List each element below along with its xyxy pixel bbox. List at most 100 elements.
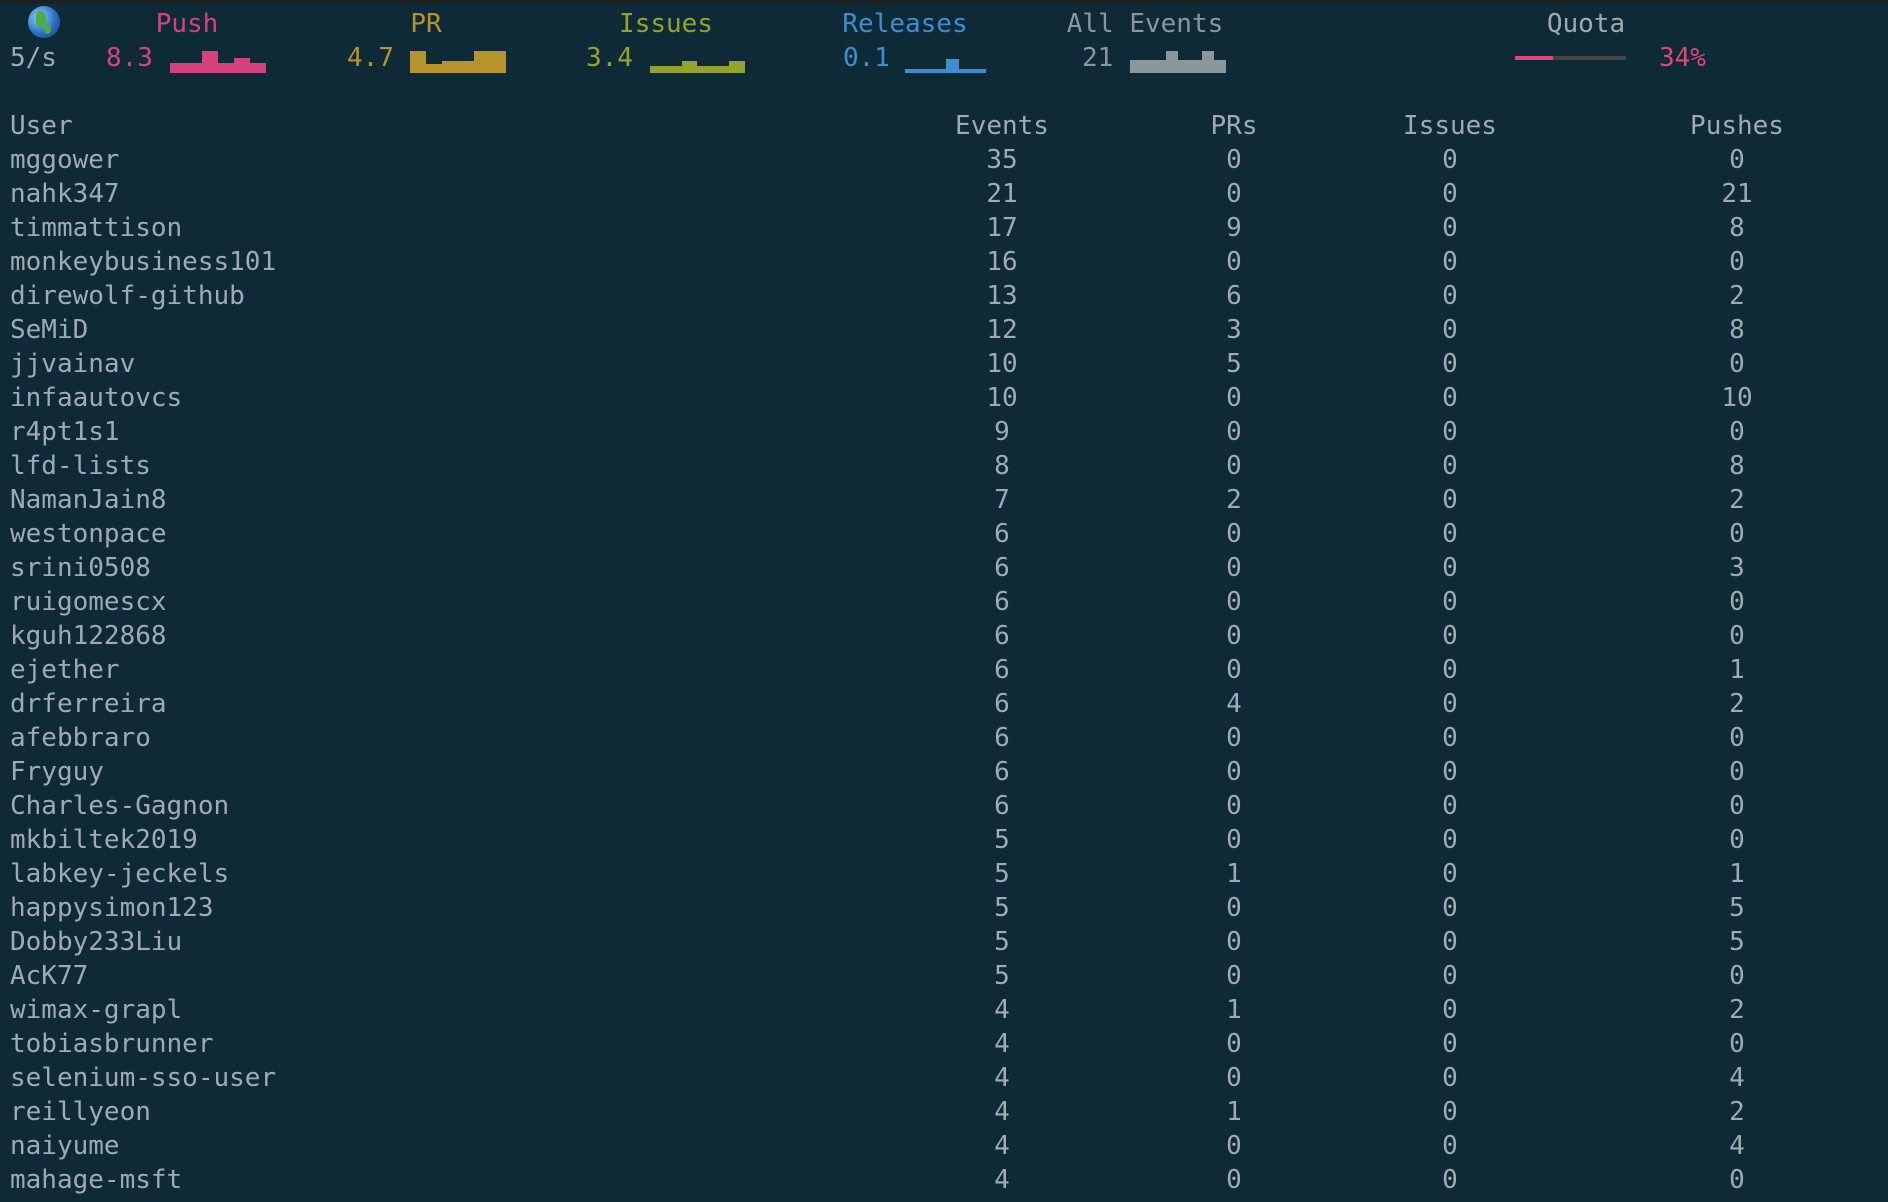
- cell-user: Dobby233Liu: [10, 927, 183, 957]
- cell-issues: 0: [1442, 383, 1458, 413]
- cell-issues: 0: [1442, 1063, 1458, 1093]
- sparkline-bar: [1202, 51, 1214, 73]
- sparkline-push: [170, 51, 266, 73]
- cell-user: lfd-lists: [10, 451, 151, 481]
- cell-issues: 0: [1442, 1029, 1458, 1059]
- cell-pushes: 0: [1729, 757, 1745, 787]
- cell-user: ejether: [10, 655, 120, 685]
- cell-events: 4: [994, 1165, 1010, 1195]
- cell-pushes: 2: [1729, 485, 1745, 515]
- sparkline-bar: [426, 64, 442, 73]
- stat-value-all-events: 21: [1082, 43, 1114, 73]
- cell-user: NamanJain8: [10, 485, 167, 515]
- cell-user: mahage-msft: [10, 1165, 183, 1195]
- cell-issues: 0: [1442, 723, 1458, 753]
- sparkline-bar: [905, 68, 919, 73]
- cell-events: 4: [994, 1131, 1010, 1161]
- cell-user: happysimon123: [10, 893, 214, 923]
- cell-pushes: 0: [1729, 791, 1745, 821]
- cell-pushes: 0: [1729, 587, 1745, 617]
- cell-pushes: 0: [1729, 349, 1745, 379]
- cell-issues: 0: [1442, 349, 1458, 379]
- cell-prs: 1: [1226, 1097, 1242, 1127]
- sparkline-bar: [490, 51, 506, 73]
- cell-events: 6: [994, 519, 1010, 549]
- cell-issues: 0: [1442, 145, 1458, 175]
- cell-pushes: 10: [1721, 383, 1753, 413]
- sparkline-bar: [713, 66, 730, 73]
- cell-issues: 0: [1442, 587, 1458, 617]
- cell-issues: 0: [1442, 1097, 1458, 1127]
- cell-events: 35: [986, 145, 1018, 175]
- cell-prs: 0: [1226, 1029, 1242, 1059]
- event-rate: 5/s: [10, 43, 57, 73]
- cell-user: SeMiD: [10, 315, 89, 345]
- window-top-border: [0, 0, 1888, 3]
- cell-prs: 0: [1226, 519, 1242, 549]
- stat-value-push: 8.3: [106, 43, 153, 73]
- cell-prs: 3: [1226, 315, 1242, 345]
- cell-pushes: 21: [1721, 179, 1753, 209]
- sparkline-bar: [218, 63, 234, 73]
- sparkline-bar: [1166, 51, 1178, 73]
- stat-value-pr: 4.7: [347, 43, 394, 73]
- cell-user: Fryguy: [10, 757, 104, 787]
- globe-icon: [28, 6, 60, 38]
- cell-pushes: 2: [1729, 1097, 1745, 1127]
- cell-issues: 0: [1442, 825, 1458, 855]
- cell-user: infaautovcs: [10, 383, 183, 413]
- cell-prs: 0: [1226, 893, 1242, 923]
- cell-pushes: 4: [1729, 1063, 1745, 1093]
- sparkline-bar: [170, 63, 186, 73]
- cell-prs: 5: [1226, 349, 1242, 379]
- column-header-prs[interactable]: PRs: [1210, 111, 1258, 141]
- cell-events: 13: [986, 281, 1018, 311]
- cell-pushes: 0: [1729, 417, 1745, 447]
- cell-events: 5: [994, 927, 1010, 957]
- stat-label-push: Push: [155, 9, 219, 39]
- cell-pushes: 5: [1729, 893, 1745, 923]
- column-header-user[interactable]: User: [10, 111, 73, 141]
- cell-user: Charles-Gagnon: [10, 791, 230, 821]
- cell-pushes: 2: [1729, 281, 1745, 311]
- cell-pushes: 0: [1729, 519, 1745, 549]
- cell-user: kguh122868: [10, 621, 167, 651]
- cell-user: timmattison: [10, 213, 183, 243]
- cell-events: 5: [994, 859, 1010, 889]
- cell-prs: 0: [1226, 417, 1242, 447]
- cell-prs: 0: [1226, 961, 1242, 991]
- cell-user: labkey-jeckels: [10, 859, 230, 889]
- column-header-pushes[interactable]: Pushes: [1690, 111, 1784, 141]
- cell-pushes: 0: [1729, 825, 1745, 855]
- column-header-events[interactable]: Events: [955, 111, 1049, 141]
- cell-events: 12: [986, 315, 1018, 345]
- sparkline-bar: [945, 58, 959, 73]
- cell-issues: 0: [1442, 859, 1458, 889]
- cell-events: 4: [994, 995, 1010, 1025]
- sparkline-bar: [442, 60, 458, 73]
- cell-issues: 0: [1442, 417, 1458, 447]
- sparkline-bar: [1178, 59, 1190, 73]
- cell-events: 7: [994, 485, 1010, 515]
- cell-pushes: 0: [1729, 1165, 1745, 1195]
- sparkline-bar: [681, 60, 698, 73]
- cell-prs: 9: [1226, 213, 1242, 243]
- cell-issues: 0: [1442, 1131, 1458, 1161]
- cell-events: 6: [994, 655, 1010, 685]
- sparkline-bar: [972, 68, 986, 73]
- column-header-issues[interactable]: Issues: [1403, 111, 1497, 141]
- cell-events: 16: [986, 247, 1018, 277]
- cell-prs: 0: [1226, 791, 1242, 821]
- cell-user: monkeybusiness101: [10, 247, 277, 277]
- cell-prs: 1: [1226, 995, 1242, 1025]
- cell-events: 4: [994, 1029, 1010, 1059]
- cell-events: 8: [994, 451, 1010, 481]
- cell-prs: 0: [1226, 383, 1242, 413]
- cell-events: 6: [994, 791, 1010, 821]
- cell-user: nahk347: [10, 179, 120, 209]
- sparkline-bar: [1130, 59, 1142, 73]
- cell-pushes: 2: [1729, 689, 1745, 719]
- cell-prs: 6: [1226, 281, 1242, 311]
- sparkline-bar: [959, 68, 973, 73]
- cell-issues: 0: [1442, 791, 1458, 821]
